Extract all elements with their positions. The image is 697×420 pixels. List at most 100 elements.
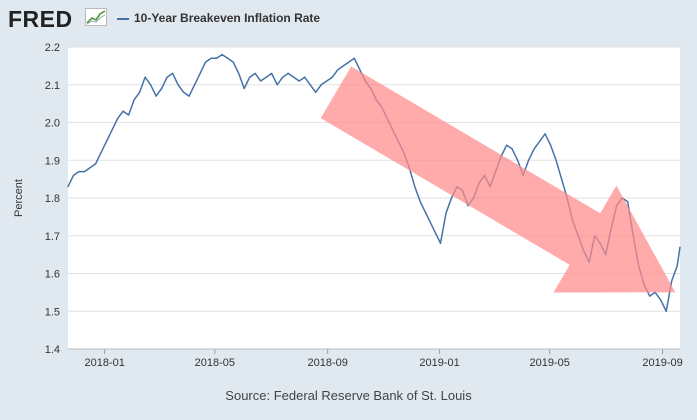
data-point <box>342 65 344 67</box>
data-point <box>166 76 168 78</box>
data-point <box>671 280 673 282</box>
data-point <box>83 171 86 173</box>
fred-logo: FRED <box>8 6 73 32</box>
data-point <box>450 197 453 199</box>
data-point <box>188 95 190 97</box>
data-point <box>304 76 306 78</box>
y-tick-label: 1.5 <box>45 306 60 318</box>
source-note: Source: Federal Reserve Bank of St. Loui… <box>225 388 472 403</box>
data-point <box>528 159 530 161</box>
data-point <box>133 99 135 101</box>
data-point <box>660 299 662 301</box>
x-tick-label: 2019-01 <box>419 357 459 369</box>
data-point <box>177 84 179 86</box>
data-point <box>271 72 273 74</box>
data-point <box>221 54 223 56</box>
data-point <box>205 61 207 63</box>
y-tick-label: 2.0 <box>45 118 60 130</box>
data-point <box>105 140 108 142</box>
trend-arrow <box>320 66 676 293</box>
data-point <box>550 144 552 146</box>
x-tick-label: 2018-09 <box>307 357 347 369</box>
data-point <box>315 91 317 93</box>
data-point <box>555 159 557 161</box>
x-tick-label: 2018-01 <box>85 357 125 369</box>
fred-graph-icon <box>85 8 107 26</box>
data-point <box>116 118 119 120</box>
data-point <box>293 76 295 78</box>
data-point <box>649 295 651 297</box>
data-point <box>111 129 113 131</box>
data-point <box>122 110 124 112</box>
x-tick-label: 2019-09 <box>642 357 682 369</box>
x-tick-label: 2019-05 <box>530 357 570 369</box>
data-point <box>287 72 289 74</box>
data-point <box>533 148 535 150</box>
data-point <box>183 91 185 93</box>
data-point <box>94 163 97 165</box>
data-point <box>326 80 328 82</box>
x-tick-label: 2018-05 <box>195 357 235 369</box>
data-point <box>425 212 427 214</box>
data-point <box>517 159 519 161</box>
y-axis-label: Percent <box>13 179 25 217</box>
data-point <box>353 57 355 59</box>
data-point <box>265 76 267 78</box>
data-point <box>260 80 262 82</box>
data-point <box>320 84 322 86</box>
y-tick-label: 1.8 <box>45 193 60 205</box>
data-point <box>238 72 240 74</box>
data-point <box>430 223 432 225</box>
data-point <box>150 84 152 86</box>
data-point <box>331 76 333 78</box>
data-point <box>67 186 69 188</box>
data-point <box>506 144 508 146</box>
data-point <box>436 235 438 237</box>
data-point <box>627 201 629 203</box>
data-point <box>194 84 196 86</box>
data-point <box>216 57 218 59</box>
y-tick-label: 1.6 <box>45 269 60 281</box>
data-point <box>144 76 146 78</box>
data-point <box>679 246 681 248</box>
data-point <box>243 87 245 90</box>
data-point <box>665 310 667 312</box>
chart-area: 1.4 1.5 1.6 1.7 1.8 1.9 2.0 2.1 2.2 2018-01 2018-0… <box>0 38 697 383</box>
data-point <box>419 201 421 203</box>
data-point <box>72 174 75 176</box>
data-point <box>210 57 212 59</box>
data-point <box>282 76 284 78</box>
y-tick-label: 1.7 <box>45 231 60 243</box>
data-point <box>249 76 251 78</box>
data-point <box>676 265 678 267</box>
data-point <box>199 72 201 74</box>
data-point <box>337 69 339 71</box>
data-point <box>298 80 300 82</box>
data-point <box>414 186 416 188</box>
y-tick-label: 2.2 <box>45 42 60 54</box>
chart-header: FRED 10-Year Breakeven Inflation Rate <box>0 0 697 38</box>
legend-label: 10-Year Breakeven Inflation Rate <box>134 11 321 25</box>
data-point <box>161 87 163 90</box>
data-point <box>544 133 546 135</box>
y-tick-label: 1.4 <box>45 344 60 356</box>
data-point <box>561 178 563 180</box>
data-point <box>78 171 80 173</box>
data-point <box>467 205 469 207</box>
y-tick-label: 1.9 <box>45 155 60 167</box>
data-point <box>172 72 174 74</box>
data-point <box>511 148 513 150</box>
data-point <box>139 91 141 93</box>
data-point <box>155 95 157 97</box>
data-point <box>439 242 442 244</box>
data-point <box>539 140 541 142</box>
y-tick-label: 2.1 <box>45 80 60 92</box>
data-point <box>232 61 234 63</box>
line-chart: 1.4 1.5 1.6 1.7 1.8 1.9 2.0 2.1 2.2 2018-01 2018-0… <box>13 42 683 369</box>
data-point <box>359 69 361 71</box>
data-point <box>254 72 256 74</box>
legend-swatch <box>117 18 129 20</box>
data-point <box>89 167 91 169</box>
data-point <box>227 57 229 59</box>
data-point <box>276 84 278 86</box>
